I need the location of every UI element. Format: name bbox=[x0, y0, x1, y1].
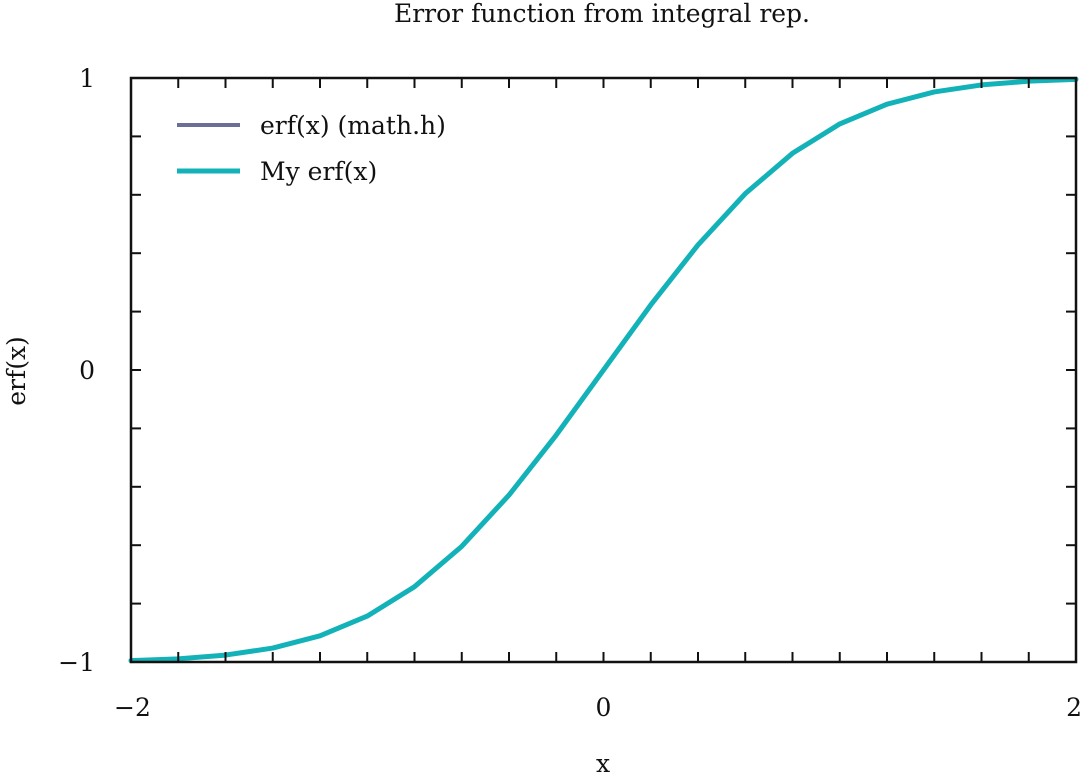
y-tick-label: 0 bbox=[79, 356, 95, 385]
x-axis-label: x bbox=[596, 749, 610, 773]
legend-label-1: erf(x) (math.h) bbox=[260, 111, 446, 140]
x-tick-label: 0 bbox=[596, 693, 612, 722]
y-tick-label: −1 bbox=[58, 648, 95, 677]
axis-ticks bbox=[130, 77, 1077, 663]
y-axis-label: erf(x) bbox=[2, 336, 31, 406]
series-line-2 bbox=[128, 76, 1079, 664]
legend: erf(x) (math.h) My erf(x) bbox=[177, 111, 446, 186]
chart-title: Error function from integral rep. bbox=[394, 0, 810, 28]
axis-tick-labels: −2 0 2 −1 0 1 bbox=[58, 64, 1082, 722]
plot-series bbox=[128, 76, 1079, 664]
x-tick-label: 2 bbox=[1066, 693, 1082, 722]
legend-label-2: My erf(x) bbox=[260, 157, 377, 186]
x-tick-label: −2 bbox=[114, 693, 151, 722]
y-tick-label: 1 bbox=[79, 64, 95, 93]
